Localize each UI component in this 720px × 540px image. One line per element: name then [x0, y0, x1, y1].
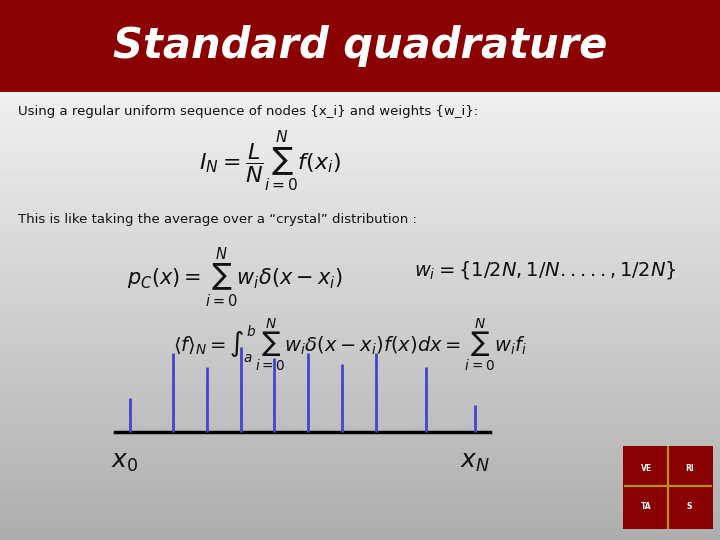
- Text: TA: TA: [641, 502, 652, 511]
- Text: $\langle f \rangle_N = \int_a^b \sum_{i=0}^{N} w_i\delta(x-x_i)f(x)dx = \sum_{i=: $\langle f \rangle_N = \int_a^b \sum_{i=…: [173, 316, 527, 374]
- Text: $w_i = \{1/2N,1/N.....,1/2N\}$: $w_i = \{1/2N,1/N.....,1/2N\}$: [414, 259, 676, 281]
- Text: Using a regular uniform sequence of nodes {x_i} and weights {w_i}:: Using a regular uniform sequence of node…: [18, 105, 478, 118]
- Text: $I_N = \dfrac{L}{N}\sum_{i=0}^{N} f(x_i)$: $I_N = \dfrac{L}{N}\sum_{i=0}^{N} f(x_i)…: [199, 130, 341, 194]
- Text: Standard quadrature: Standard quadrature: [113, 25, 607, 67]
- Text: VE: VE: [641, 464, 652, 472]
- FancyBboxPatch shape: [620, 443, 716, 532]
- Text: RI: RI: [685, 464, 694, 472]
- Text: $p_C(x) = \sum_{i=0}^{N} w_i\delta(x - x_i)$: $p_C(x) = \sum_{i=0}^{N} w_i\delta(x - x…: [127, 247, 343, 309]
- Text: $x_0$: $x_0$: [112, 450, 139, 474]
- Text: This is like taking the average over a “crystal” distribution :: This is like taking the average over a “…: [18, 213, 417, 226]
- Text: S: S: [687, 502, 692, 511]
- Text: 6: 6: [622, 498, 634, 517]
- Bar: [0, 0, 720, 92]
- Text: $x_N$: $x_N$: [460, 450, 490, 474]
